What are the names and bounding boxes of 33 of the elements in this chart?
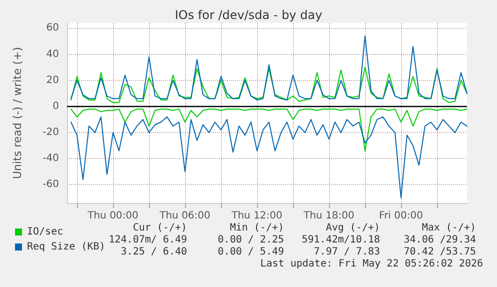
x-tick-label: Fri 00:00 <box>379 210 423 222</box>
y-tick-label: 20 <box>46 74 59 86</box>
text: 3.25 / 6.40 <box>120 246 188 258</box>
y-tick-label: 40 <box>46 48 59 60</box>
x-tick-label: Thu 12:00 <box>230 210 282 222</box>
y-tick-label: 0 <box>52 100 59 112</box>
x-tick-label: Thu 00:00 <box>86 210 138 222</box>
y-tick-label: -60 <box>42 179 59 190</box>
text: 34.06 /29.34 <box>404 234 476 246</box>
x-tick-label: Thu 18:00 <box>302 210 354 222</box>
text: Last update: Fri May 22 05:26:02 2026 <box>260 258 484 270</box>
text: Avg (-/+) <box>326 222 380 234</box>
x-tick-label: Thu 06:00 <box>158 210 210 222</box>
text: 0.00 / 5.49 <box>218 246 284 258</box>
y-axis-title: Units read (-) / write (+) <box>11 46 24 180</box>
text: Max (-/+) <box>422 222 476 234</box>
chart-title: IOs for /dev/sda - by day <box>174 8 322 22</box>
text: Min (-/+) <box>230 222 284 234</box>
text: 124.07m/ 6.49 <box>108 234 188 246</box>
line-series <box>70 36 468 100</box>
line-series <box>70 116 468 198</box>
text: 70.42 /53.75 <box>404 246 476 258</box>
line-series <box>70 108 468 152</box>
text: 7.97 / 7.83 <box>314 246 380 258</box>
text: 591.42m/10.18 <box>302 234 380 246</box>
y-tick-label: -40 <box>42 153 59 164</box>
legend-label: IO/sec <box>27 226 64 238</box>
y-tick-label: 60 <box>46 22 59 34</box>
y-tick-label: -20 <box>42 127 59 138</box>
text: Cur (-/+) <box>132 222 188 234</box>
text: 0.00 / 2.25 <box>218 234 284 246</box>
line-series <box>70 66 468 104</box>
legend-label: Req Size (KB) <box>27 242 106 252</box>
